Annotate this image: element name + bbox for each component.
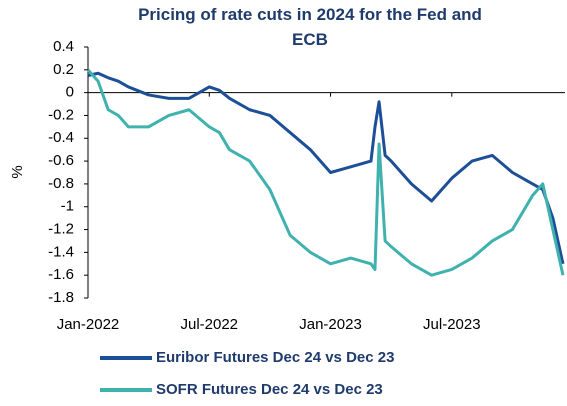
x-tick-label: Jul-2022	[180, 316, 238, 333]
y-tick-label: -0.6	[48, 152, 74, 169]
y-tick-label: -1.6	[48, 266, 74, 283]
legend-text: SOFR Futures Dec 24 vs Dec 23	[156, 381, 383, 398]
x-tick-label: Jan-2022	[57, 316, 120, 333]
y-tick-label: -0.8	[48, 175, 74, 192]
series-line	[86, 68, 565, 277]
y-tick-label: -1.2	[48, 221, 74, 238]
x-tick-label: Jan-2023	[299, 316, 362, 333]
y-axis-label: %	[9, 165, 26, 178]
y-tick-label: -1	[61, 198, 74, 215]
y-tick-label: -1.4	[48, 243, 74, 260]
chart-title: Pricing of rate cuts in 2024 for the Fed…	[138, 5, 482, 49]
series-line	[87, 71, 565, 265]
y-tick-label: 0	[66, 84, 74, 101]
x-tick-label: Jul-2023	[423, 316, 481, 333]
y-tick-label: -0.4	[48, 129, 74, 146]
y-tick-label: -0.2	[48, 106, 74, 123]
y-tick-label: 0.2	[53, 61, 74, 78]
y-tick-label: -1.8	[48, 289, 74, 306]
legend-text: Euribor Futures Dec 24 vs Dec 23	[156, 349, 394, 366]
y-tick-label: 0.4	[53, 38, 74, 55]
